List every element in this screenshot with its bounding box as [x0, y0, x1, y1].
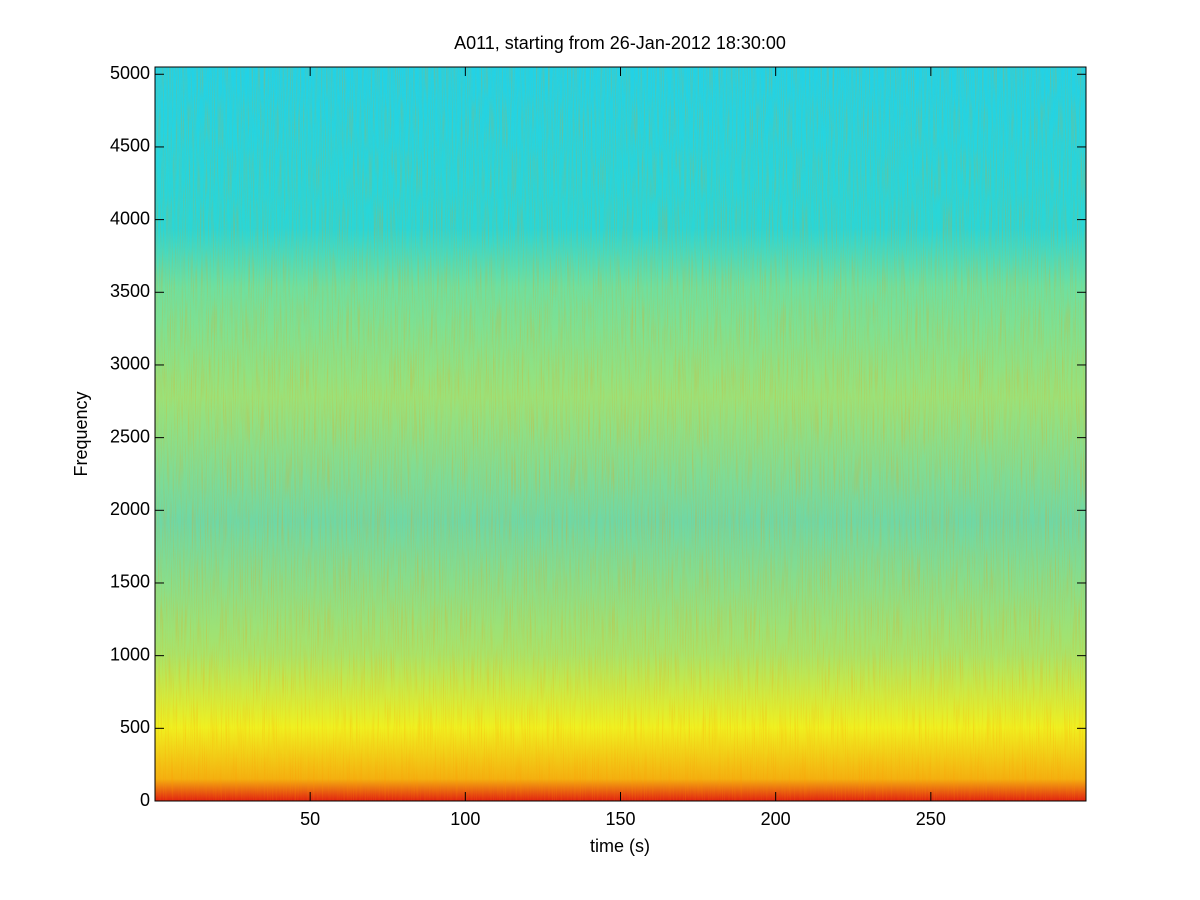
y-tick-label: 4000: [110, 208, 150, 228]
x-axis-label: time (s): [590, 836, 650, 856]
y-tick-label: 2000: [110, 499, 150, 519]
spectrogram-image: [155, 67, 1086, 801]
y-axis-label: Frequency: [71, 391, 91, 476]
x-tick-label: 250: [916, 809, 946, 829]
y-tick-label: 4500: [110, 136, 150, 156]
x-tick-label: 200: [761, 809, 791, 829]
y-tick-label: 2500: [110, 426, 150, 446]
y-tick-label: 3500: [110, 281, 150, 301]
y-tick-label: 5000: [110, 63, 150, 83]
y-tick-label: 3000: [110, 354, 150, 374]
x-tick-label: 100: [450, 809, 480, 829]
x-tick-label: 150: [605, 809, 635, 829]
y-tick-label: 1000: [110, 644, 150, 664]
y-tick-label: 0: [140, 790, 150, 810]
y-tick-label: 1500: [110, 572, 150, 592]
y-tick-label: 500: [120, 717, 150, 737]
chart-title: A011, starting from 26-Jan-2012 18:30:00: [454, 33, 786, 53]
x-tick-label: 50: [300, 809, 320, 829]
